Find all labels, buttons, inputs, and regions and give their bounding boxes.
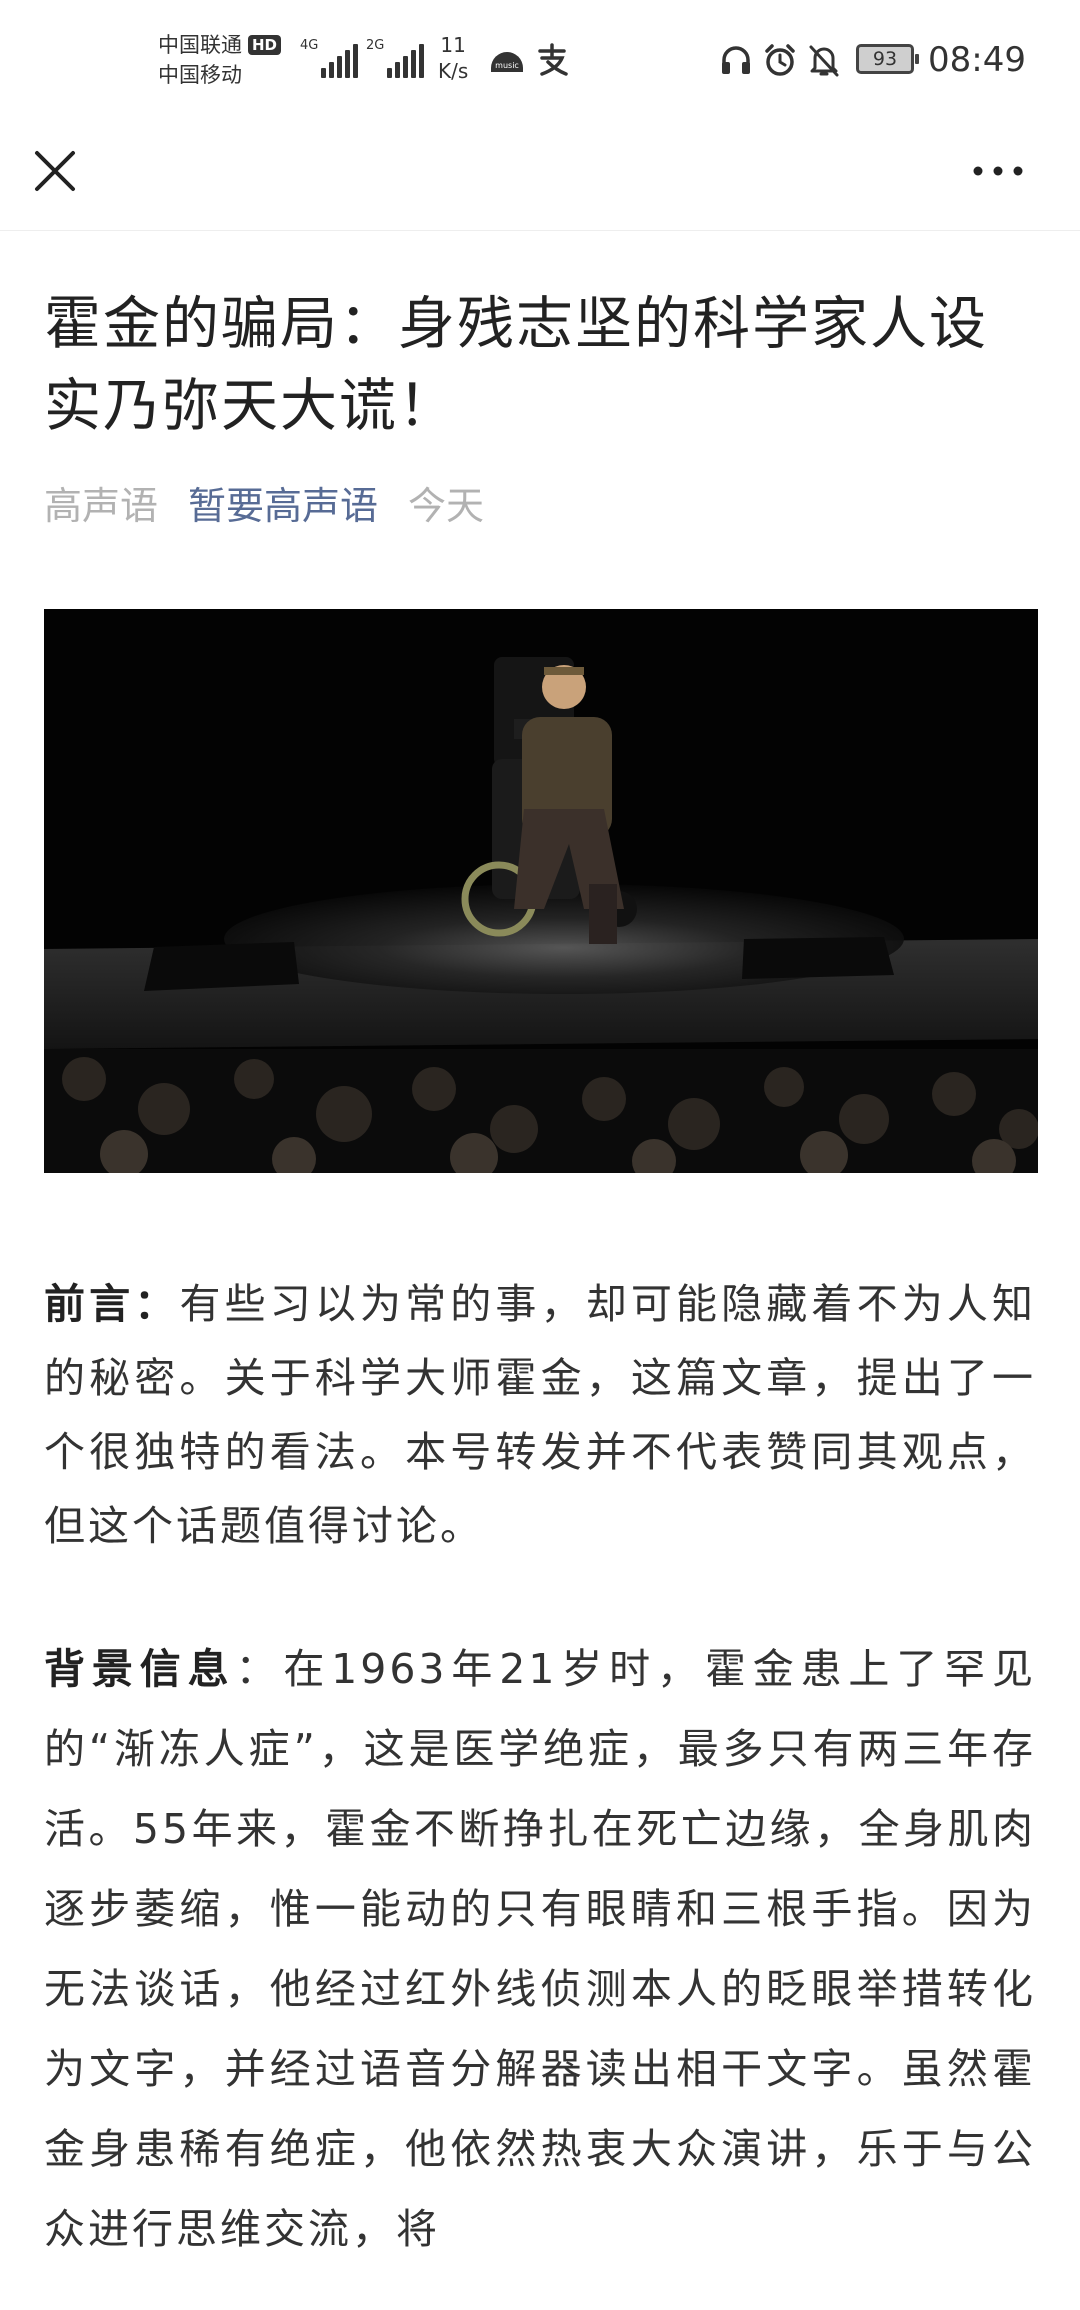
hd-badge: HD <box>248 35 282 55</box>
background-label: 背景信息 <box>44 1645 236 1693</box>
net-speed-unit: K/s <box>438 59 469 83</box>
net-speed-value: 11 <box>440 33 466 57</box>
carrier-1-label: 中国联通 <box>158 33 242 57</box>
background-text: ：在1963年21岁时，霍金患上了罕见的“渐冻人症”，这是医学绝症，最多只有两三… <box>44 1645 1037 2253</box>
signal-strength-icon-2: 2G <box>366 38 427 78</box>
article-title: 霍金的骗局：身残志坚的科学家人设实乃弥天大谎！ <box>44 291 988 439</box>
carrier-info: 中国联通 HD 中国移动 <box>158 30 282 90</box>
signal-1-tag: 4G <box>300 38 319 53</box>
battery-level: 93 <box>872 48 898 70</box>
intro-label: 前言： <box>44 1280 180 1328</box>
bell-off-icon <box>809 45 839 77</box>
status-time: 08:49 <box>928 40 1026 80</box>
battery-icon: 93 <box>856 44 919 74</box>
svg-text:music: music <box>495 61 519 70</box>
status-bar: 中国联通 HD 中国移动 4G 2G 11 K/s music <box>0 0 1080 124</box>
article-author: 高声语 <box>44 484 159 528</box>
article-content: 霍金的骗局：身残志坚的科学家人设实乃弥天大谎！ 高声语 暂要高声语 今天 <box>44 231 1038 2269</box>
payment-app-icon <box>538 43 568 76</box>
intro-paragraph: 前言：有些习以为常的事，却可能隐藏着不为人知的秘密。关于科学大师霍金，这篇文章，… <box>44 1267 1036 1563</box>
signal-strength-icon: 4G <box>300 38 361 78</box>
net-speed: 11 K/s <box>438 32 468 84</box>
article-hero-image[interactable] <box>44 609 1038 1173</box>
alarm-icon <box>765 44 795 76</box>
article-meta: 高声语 暂要高声语 今天 <box>44 481 1036 531</box>
account-name-link[interactable]: 暂要高声语 <box>188 484 379 528</box>
close-icon[interactable] <box>28 144 82 198</box>
more-icon[interactable] <box>968 146 1028 196</box>
intro-text: 有些习以为常的事，却可能隐藏着不为人知的秘密。关于科学大师霍金，这篇文章，提出了… <box>44 1280 1037 1550</box>
article-date: 今天 <box>408 484 485 528</box>
signal-2-tag: 2G <box>366 38 385 53</box>
headphone-icon <box>722 46 750 74</box>
music-app-icon: music <box>491 52 523 72</box>
nav-bar <box>0 124 1080 231</box>
carrier-2-label: 中国移动 <box>158 63 242 87</box>
background-paragraph: 背景信息：在1963年21岁时，霍金患上了罕见的“渐冻人症”，这是医学绝症，最多… <box>44 1629 1036 2269</box>
